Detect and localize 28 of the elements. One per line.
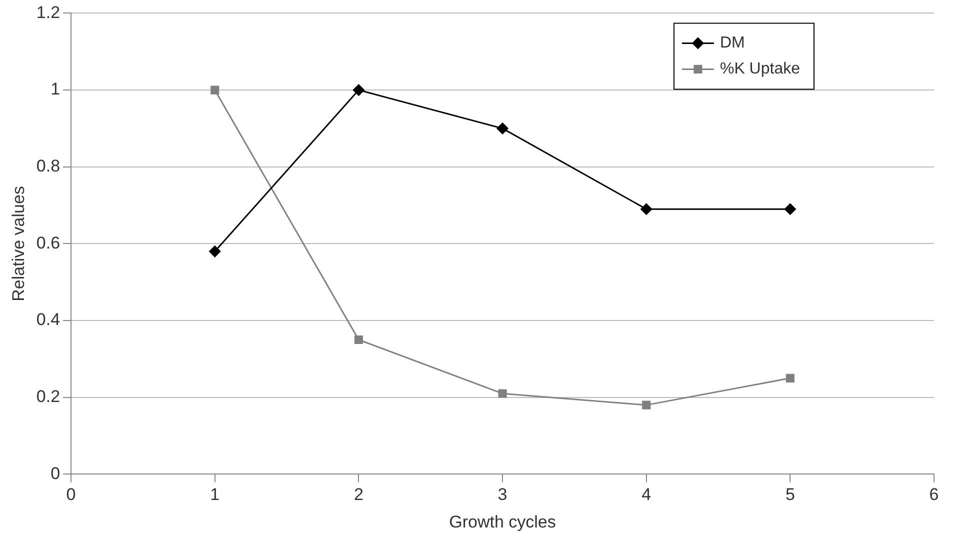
x-axis-title: Growth cycles [449,512,556,532]
x-tick-label: 6 [929,485,939,504]
y-tick-label: 0 [50,464,60,483]
point [209,246,221,258]
point [786,374,794,382]
x-tick-label: 2 [354,485,364,504]
point [784,203,796,215]
y-tick-label: 0.2 [36,387,60,406]
point [354,335,363,344]
x-tick-label: 1 [210,485,220,504]
y-tick-label: 0.6 [36,233,60,252]
y-axis-title: Relative values [8,186,28,302]
point [642,400,651,410]
x-tick-label: 4 [642,485,652,504]
point [498,389,507,398]
point [210,86,220,94]
x-tick-label: 3 [498,485,508,504]
legend-label: %K Uptake [720,60,800,78]
legend-label: DM [720,34,745,52]
x-tick-label: 5 [785,485,795,504]
y-tick-label: 0.4 [36,310,60,330]
y-tick-label: 1.2 [36,2,60,22]
y-tick-label: 1 [50,80,60,99]
point [640,203,652,215]
y-tick-label: 0.8 [36,156,60,176]
point [352,84,364,96]
point [496,122,508,134]
x-tick-label: 0 [66,485,76,504]
